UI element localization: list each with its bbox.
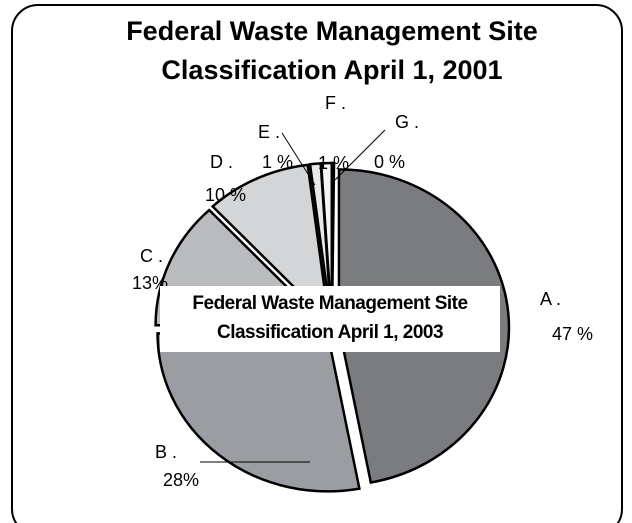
value-label: 10 %	[205, 185, 246, 205]
slice-label: B .	[155, 442, 177, 462]
labels: A . 47 % B . 28% C . 13% D . 10 % E . 1 % F . 1 % G …	[132, 93, 593, 490]
leader-line	[281, 132, 316, 186]
annotation: Federal Waste Management Site	[192, 293, 467, 314]
pie	[154, 161, 511, 493]
slice-label: D .	[210, 152, 233, 172]
slice-label: C .	[140, 246, 163, 266]
annotation: Classification April 1, 2003	[217, 322, 443, 343]
slice-label: A .	[540, 289, 561, 309]
slice-label: G .	[395, 112, 419, 132]
chart-title: Federal Waste Management Site	[126, 16, 538, 46]
pie-slice	[156, 332, 361, 493]
value-label: 13%	[132, 273, 168, 293]
slice-label: E .	[258, 122, 280, 142]
value-label: 47 %	[552, 324, 593, 344]
value-label: 0 %	[374, 152, 405, 172]
annotation-box	[160, 286, 500, 352]
value-label: 28%	[163, 470, 199, 490]
value-label: 1 %	[318, 153, 349, 173]
chart-title: Classification April 1, 2001	[161, 55, 502, 85]
leader-line	[334, 129, 386, 181]
pie-slice	[330, 161, 336, 322]
pie-slice	[210, 163, 331, 326]
value-label: 1 %	[262, 152, 293, 172]
slice-label: F .	[325, 93, 346, 113]
